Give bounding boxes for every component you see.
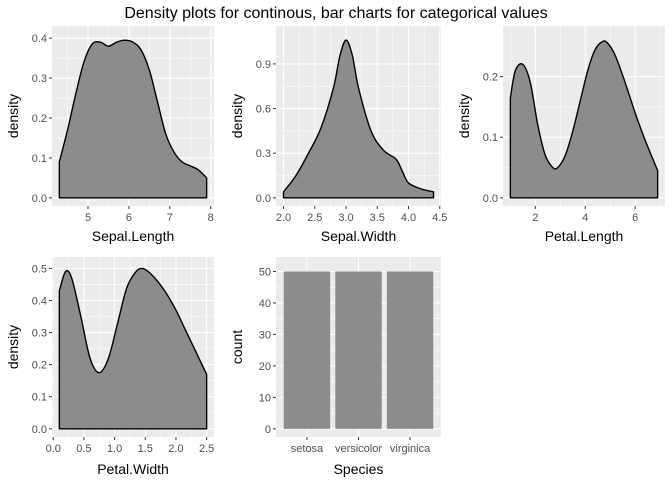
x-tick-label: 6 <box>632 212 638 224</box>
y-tick-label: 0.2 <box>32 113 47 125</box>
y-tick-label: 0.6 <box>256 104 271 116</box>
x-tick-label: 1.0 <box>107 443 122 455</box>
x-tick-label: virginica <box>390 443 431 455</box>
y-tick-label: 10 <box>259 392 271 404</box>
bar-setosa <box>283 271 331 429</box>
x-tick-label: 6 <box>126 212 132 224</box>
x-axis-title: Species <box>334 461 384 477</box>
y-tick-label: 0.4 <box>32 295 47 307</box>
y-tick-label: 0.1 <box>32 153 47 165</box>
y-tick-label: 0.0 <box>256 193 271 205</box>
y-tick-label: 0.0 <box>32 424 47 436</box>
x-tick-label: 0.5 <box>76 443 91 455</box>
y-tick-label: 0.0 <box>483 193 498 205</box>
figure-title: Density plots for continous, bar charts … <box>124 5 547 22</box>
x-tick-label: versicolor <box>335 443 382 455</box>
panel-petal-width: 0.0 0.1 0.2 0.3 0.4 0.5 0.0 0.5 1.0 1.5 2.0 2.5 Peta… <box>5 257 214 477</box>
y-tick-label: 20 <box>259 361 271 373</box>
y-tick-label: 50 <box>259 266 271 278</box>
bar-virginica <box>386 271 434 429</box>
y-tick-label: 0.3 <box>32 73 47 85</box>
x-tick-label: 3.5 <box>370 212 385 224</box>
y-tick-label: 0.2 <box>32 360 47 372</box>
x-tick-label: 3.0 <box>338 212 353 224</box>
x-axis-title: Petal.Width <box>97 461 169 477</box>
x-tick-label: 2.0 <box>168 443 183 455</box>
x-tick-label: 0.0 <box>46 443 61 455</box>
y-tick-label: 40 <box>259 298 271 310</box>
y-tick-label: 0.5 <box>32 263 47 275</box>
panel-petal-length: 0.0 0.1 0.2 2 4 6 Petal.Length density <box>456 26 665 244</box>
density-curve-sepal-length <box>58 39 208 199</box>
y-tick-label: 0.4 <box>32 33 47 45</box>
y-axis-title: count <box>229 330 245 364</box>
y-tick-label: 0.3 <box>32 328 47 340</box>
y-tick-label: 0.1 <box>32 392 47 404</box>
y-tick-label: 0.0 <box>32 193 47 205</box>
y-tick-label: 0.3 <box>256 148 271 160</box>
x-tick-label: 4 <box>582 212 588 224</box>
x-tick-label: 4.0 <box>401 212 416 224</box>
density-curve-petal-width <box>58 267 208 430</box>
x-tick-label: 2.5 <box>199 443 214 455</box>
panel-species: 0 10 20 30 40 50 setosa versicolor virginica Spec… <box>229 257 441 477</box>
x-tick-label: 2.0 <box>276 212 291 224</box>
y-axis-title: density <box>5 325 21 369</box>
y-tick-label: 0.2 <box>483 72 498 84</box>
y-tick-label: 30 <box>259 329 271 341</box>
density-curve-petal-length <box>509 40 659 199</box>
x-axis-title: Petal.Length <box>545 228 624 244</box>
y-axis-title: density <box>229 94 245 138</box>
x-tick-label: setosa <box>291 443 324 455</box>
bar-versicolor <box>335 271 382 429</box>
y-tick-label: 0 <box>265 424 271 436</box>
x-tick-label: 5 <box>85 212 91 224</box>
x-tick-label: 7 <box>167 212 173 224</box>
x-tick-label: 4.5 <box>432 212 447 224</box>
y-axis-title: density <box>5 94 21 138</box>
y-axis-title: density <box>456 94 472 138</box>
x-tick-label: 2.5 <box>307 212 322 224</box>
density-curve-sepal-width <box>282 39 435 199</box>
x-axis-title: Sepal.Width <box>321 228 396 244</box>
x-axis-title: Sepal.Length <box>92 228 175 244</box>
y-tick-label: 0.1 <box>483 132 498 144</box>
y-tick-label: 0.9 <box>256 59 271 71</box>
panel-sepal-length: 0.0 0.1 0.2 0.3 0.4 5 6 7 8 Sepal.Length density <box>5 26 214 244</box>
x-tick-label: 2 <box>532 212 538 224</box>
x-tick-label: 1.5 <box>138 443 153 455</box>
panel-sepal-width: 0.0 0.3 0.6 0.9 2.0 2.5 3.0 3.5 4.0 4.5 Sepal.Widt… <box>229 26 447 244</box>
x-tick-label: 8 <box>208 212 214 224</box>
